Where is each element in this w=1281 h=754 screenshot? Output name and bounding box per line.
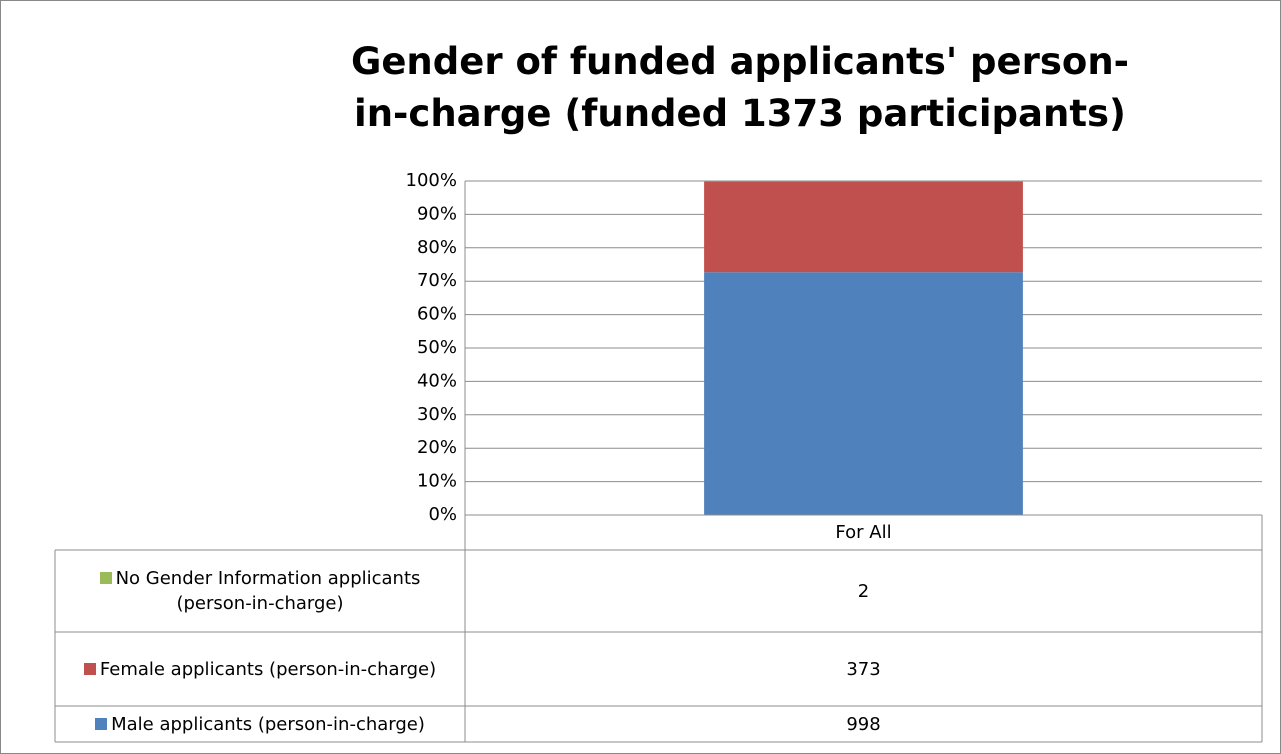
legend-swatch xyxy=(99,572,112,584)
table-value: 2 xyxy=(857,580,870,602)
legend-item: Female applicants (person-in-charge) xyxy=(83,657,437,682)
y-tick-label: 80% xyxy=(417,237,457,258)
y-tick-label: 30% xyxy=(417,404,457,425)
table-value: 373 xyxy=(846,658,881,680)
legend-entry: Male applicants (person-in-charge) xyxy=(55,706,465,742)
y-tick-label: 60% xyxy=(417,304,457,325)
legend-swatch xyxy=(95,717,108,730)
y-tick-label: 10% xyxy=(417,471,457,492)
legend-item: No Gender Information applicants (person… xyxy=(61,566,459,616)
y-tick-label: 50% xyxy=(417,337,457,358)
table-value: 998 xyxy=(846,713,881,735)
chart-title: Gender of funded applicants' person-in-c… xyxy=(350,40,1130,135)
x-tick-label: For All xyxy=(835,522,892,543)
bar-segment xyxy=(704,181,1023,273)
legend-item: Male applicants (person-in-charge) xyxy=(95,712,425,737)
legend-label: Male applicants (person-in-charge) xyxy=(111,713,425,735)
y-tick-label: 90% xyxy=(417,203,457,224)
y-tick-label: 20% xyxy=(417,437,457,458)
legend-label: No Gender Information applicants (person… xyxy=(115,568,421,614)
y-tick-label: 0% xyxy=(428,504,457,525)
legend-entry: No Gender Information applicants (person… xyxy=(55,550,465,632)
y-tick-label: 100% xyxy=(406,170,457,191)
bar-segment xyxy=(704,272,1023,515)
y-tick-label: 70% xyxy=(417,270,457,291)
legend-swatch xyxy=(83,662,96,675)
y-tick-label: 40% xyxy=(417,370,457,391)
legend-entry: Female applicants (person-in-charge) xyxy=(55,632,465,706)
legend-label: Female applicants (person-in-charge) xyxy=(99,658,437,680)
